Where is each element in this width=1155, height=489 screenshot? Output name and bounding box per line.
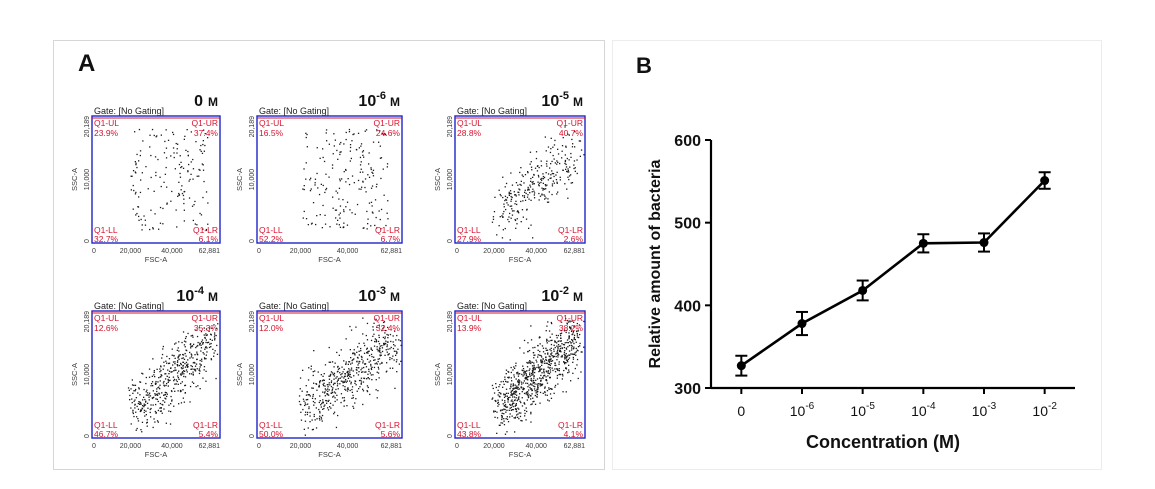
data-point — [980, 238, 989, 247]
x-tick-label: 0 — [737, 403, 745, 419]
y-axis-title: Relative amount of bacteria — [647, 159, 664, 368]
x-tick-label: 10-2 — [1032, 401, 1057, 419]
data-point — [1040, 176, 1049, 185]
data-point — [798, 319, 807, 328]
y-tick-label: 500 — [674, 216, 701, 233]
x-axis-title: Concentration (M) — [806, 432, 960, 452]
data-point — [737, 361, 746, 370]
y-tick-label: 400 — [674, 298, 701, 315]
x-tick-label: 10-6 — [790, 401, 815, 419]
data-point — [919, 239, 928, 248]
data-point — [858, 286, 867, 295]
y-tick-label: 600 — [674, 133, 701, 150]
x-tick-label: 10-4 — [911, 401, 936, 419]
y-tick-label: 300 — [674, 381, 701, 398]
series-line — [741, 181, 1044, 366]
x-tick-label: 10-5 — [850, 401, 875, 419]
x-tick-label: 10-3 — [972, 401, 997, 419]
